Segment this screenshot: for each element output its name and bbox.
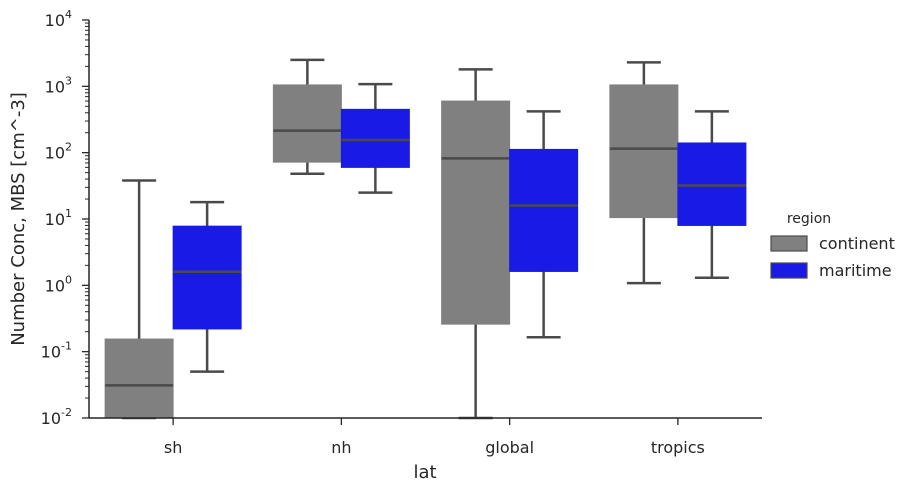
iqr-box	[677, 142, 747, 226]
box-continent-tropics	[609, 61, 679, 285]
box-maritime-global	[509, 110, 579, 339]
x-tick-label-tropics: tropics	[651, 438, 705, 457]
box-maritime-tropics	[677, 110, 747, 280]
legend-label-maritime: maritime	[819, 261, 892, 280]
box-maritime-sh	[172, 200, 242, 373]
iqr-box	[609, 84, 679, 219]
legend-swatch-continent	[770, 235, 808, 252]
y-tick-label: 103	[45, 74, 72, 96]
x-tick-label-global: global	[485, 438, 534, 457]
iqr-box	[272, 84, 342, 163]
plot-area	[104, 58, 747, 420]
y-axis-title: Number Conc, MBS [cm^-3]	[8, 92, 29, 346]
y-tick-label: 102	[45, 141, 72, 163]
box-maritime-nh	[340, 82, 410, 194]
iqr-box	[104, 338, 174, 419]
y-tick-label: 101	[45, 207, 72, 229]
y-tick-label: 10-2	[41, 406, 72, 428]
iqr-box	[172, 225, 242, 330]
legend: region continent maritime	[770, 211, 895, 280]
y-tick-label: 100	[45, 273, 72, 295]
x-axis-title: lat	[413, 462, 436, 483]
y-axis: 10-2 10-1 100 101 102 103 104	[41, 8, 89, 428]
y-tick-label: 10-1	[41, 340, 72, 362]
x-tick-label-sh: sh	[164, 438, 182, 457]
box-continent-sh	[104, 179, 174, 420]
box-continent-global	[441, 68, 511, 420]
x-tick-label-nh: nh	[331, 438, 351, 457]
legend-title: region	[787, 211, 831, 227]
iqr-box	[509, 148, 579, 272]
legend-swatch-maritime	[770, 262, 808, 279]
y-tick-label: 104	[45, 8, 72, 30]
iqr-box	[340, 108, 410, 168]
legend-label-continent: continent	[819, 234, 895, 253]
iqr-box	[441, 100, 511, 325]
box-continent-nh	[272, 58, 342, 176]
x-axis: sh nh global tropics	[164, 418, 705, 457]
